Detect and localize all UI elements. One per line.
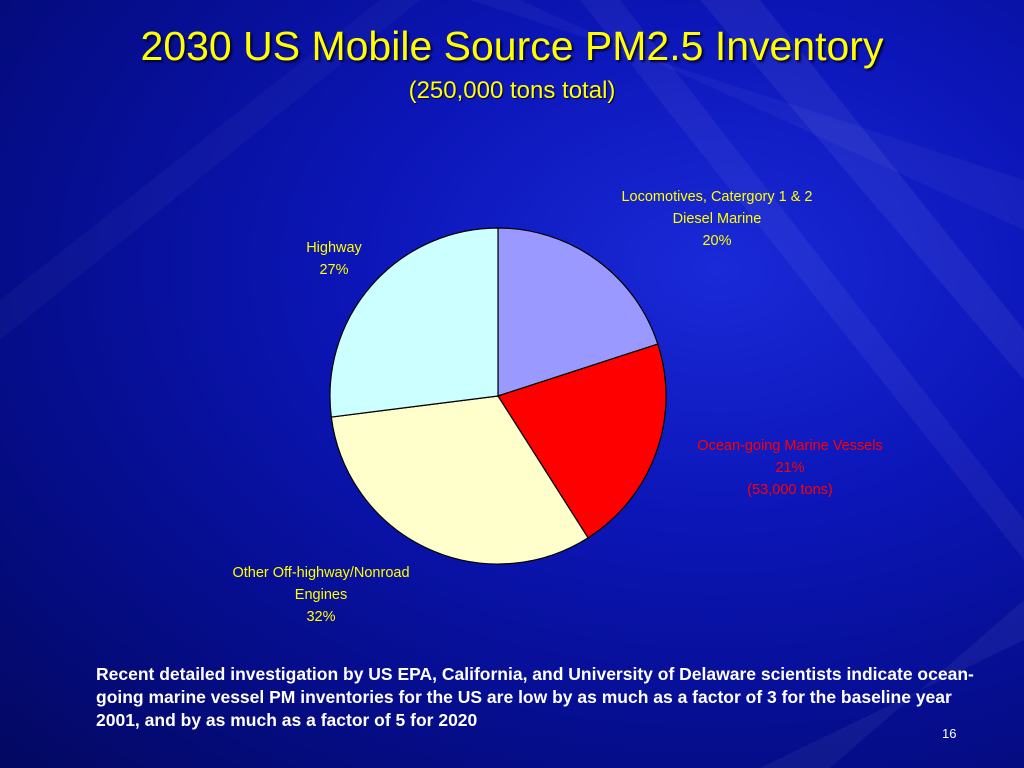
slice-label: Locomotives, Catergory 1 & 2 Diesel Marin… — [621, 189, 812, 249]
slice-label-line: (53,000 tons) — [747, 482, 832, 498]
slice-label: Ocean-going Marine Vessels 21% (53,000 ton… — [697, 438, 882, 498]
pie-slice — [497, 227, 659, 397]
slice-label-line: Highway — [306, 240, 362, 256]
slice-label-line: Locomotives, Catergory 1 & 2 — [621, 189, 812, 205]
slice-label: Other Off-highway/Nonroad Engines 32% — [232, 565, 409, 625]
slice-label-line: 21% — [775, 460, 804, 476]
slice-label-line: 27% — [319, 262, 348, 278]
slice-label-line: 32% — [306, 609, 335, 625]
slide-title: 2030 US Mobile Source PM2.5 Inventory — [140, 23, 884, 69]
pie-slice — [497, 343, 667, 539]
slide-subtitle: (250,000 tons total) — [408, 77, 616, 104]
pie-slice — [330, 395, 589, 565]
footnote-text: Recent detailed investigation by US EPA,… — [96, 664, 974, 730]
slice-label-line: Diesel Marine — [673, 211, 762, 227]
slice-label-line: 20% — [702, 233, 731, 249]
slice-label-line: Ocean-going Marine Vessels — [697, 438, 882, 454]
page-number: 16 — [942, 726, 957, 741]
slice-label-line: Engines — [295, 587, 347, 603]
slice-label-line: Other Off-highway/Nonroad — [232, 565, 409, 581]
pie-slice — [329, 227, 499, 418]
slice-label: Highway 27% — [306, 240, 362, 278]
